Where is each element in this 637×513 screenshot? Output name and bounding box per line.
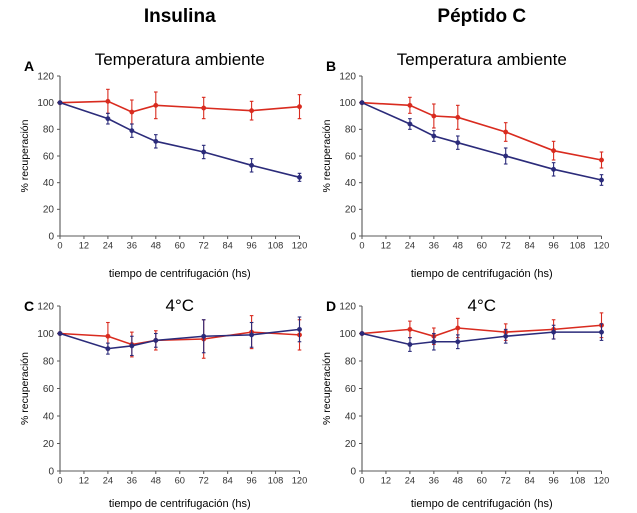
- svg-text:40: 40: [43, 411, 55, 422]
- svg-text:100: 100: [37, 98, 54, 109]
- svg-text:40: 40: [43, 178, 55, 189]
- svg-text:tiempo de centrifugación (hs): tiempo de centrifugación (hs): [109, 268, 251, 280]
- svg-text:84: 84: [222, 476, 232, 486]
- svg-text:100: 100: [339, 98, 356, 109]
- svg-text:60: 60: [345, 384, 357, 395]
- svg-text:96: 96: [246, 241, 256, 251]
- svg-text:72: 72: [199, 241, 209, 251]
- svg-text:80: 80: [43, 356, 55, 367]
- svg-text:12: 12: [79, 476, 89, 486]
- svg-text:120: 120: [594, 241, 610, 251]
- svg-text:12: 12: [381, 241, 391, 251]
- svg-text:% recuperación: % recuperación: [321, 352, 333, 425]
- svg-text:84: 84: [524, 476, 534, 486]
- svg-text:24: 24: [405, 241, 415, 251]
- svg-text:40: 40: [345, 411, 357, 422]
- svg-text:60: 60: [43, 151, 55, 162]
- svg-text:96: 96: [548, 476, 558, 486]
- svg-text:96: 96: [246, 476, 256, 486]
- svg-text:120: 120: [594, 476, 610, 486]
- svg-text:12: 12: [381, 476, 391, 486]
- svg-text:48: 48: [453, 476, 463, 486]
- svg-text:80: 80: [43, 125, 55, 136]
- svg-text:0: 0: [350, 466, 356, 477]
- svg-text:20: 20: [43, 205, 55, 216]
- svg-text:24: 24: [103, 241, 113, 251]
- svg-text:0: 0: [359, 476, 364, 486]
- svg-text:20: 20: [43, 439, 55, 450]
- svg-text:0: 0: [57, 476, 62, 486]
- svg-text:108: 108: [570, 241, 586, 251]
- svg-text:0: 0: [48, 231, 54, 242]
- svg-text:100: 100: [339, 329, 356, 340]
- svg-text:12: 12: [79, 241, 89, 251]
- svg-text:60: 60: [175, 241, 185, 251]
- svg-text:72: 72: [501, 476, 511, 486]
- svg-text:0: 0: [359, 241, 364, 251]
- svg-text:% recuperación: % recuperación: [19, 352, 31, 425]
- svg-text:tiempo de centrifugación (hs): tiempo de centrifugación (hs): [411, 498, 553, 510]
- svg-text:120: 120: [339, 71, 356, 82]
- svg-text:% recuperación: % recuperación: [321, 119, 333, 192]
- svg-text:80: 80: [345, 356, 357, 367]
- svg-text:36: 36: [429, 476, 439, 486]
- svg-text:24: 24: [405, 476, 415, 486]
- svg-text:20: 20: [345, 439, 357, 450]
- svg-text:36: 36: [429, 241, 439, 251]
- svg-text:0: 0: [57, 241, 62, 251]
- svg-text:tiempo de centrifugación (hs): tiempo de centrifugación (hs): [411, 268, 553, 280]
- svg-text:60: 60: [43, 384, 55, 395]
- svg-text:72: 72: [501, 241, 511, 251]
- svg-text:60: 60: [477, 241, 487, 251]
- svg-text:20: 20: [345, 205, 357, 216]
- svg-text:48: 48: [453, 241, 463, 251]
- svg-text:96: 96: [548, 241, 558, 251]
- svg-text:60: 60: [345, 151, 357, 162]
- svg-text:48: 48: [151, 476, 161, 486]
- svg-text:40: 40: [345, 178, 357, 189]
- svg-text:72: 72: [199, 476, 209, 486]
- svg-text:tiempo de centrifugación (hs): tiempo de centrifugación (hs): [109, 498, 251, 510]
- svg-text:60: 60: [477, 476, 487, 486]
- svg-text:% recuperación: % recuperación: [19, 119, 31, 192]
- svg-text:108: 108: [268, 241, 284, 251]
- svg-text:84: 84: [222, 241, 232, 251]
- svg-text:80: 80: [345, 125, 357, 136]
- svg-text:36: 36: [127, 241, 137, 251]
- svg-text:108: 108: [570, 476, 586, 486]
- svg-text:36: 36: [127, 476, 137, 486]
- svg-text:24: 24: [103, 476, 113, 486]
- svg-text:0: 0: [350, 231, 356, 242]
- svg-text:108: 108: [268, 476, 284, 486]
- svg-text:120: 120: [37, 71, 54, 82]
- svg-text:100: 100: [37, 329, 54, 340]
- svg-text:84: 84: [524, 241, 534, 251]
- svg-text:60: 60: [175, 476, 185, 486]
- svg-text:120: 120: [339, 301, 356, 312]
- svg-text:0: 0: [48, 466, 54, 477]
- svg-text:48: 48: [151, 241, 161, 251]
- svg-text:120: 120: [37, 301, 54, 312]
